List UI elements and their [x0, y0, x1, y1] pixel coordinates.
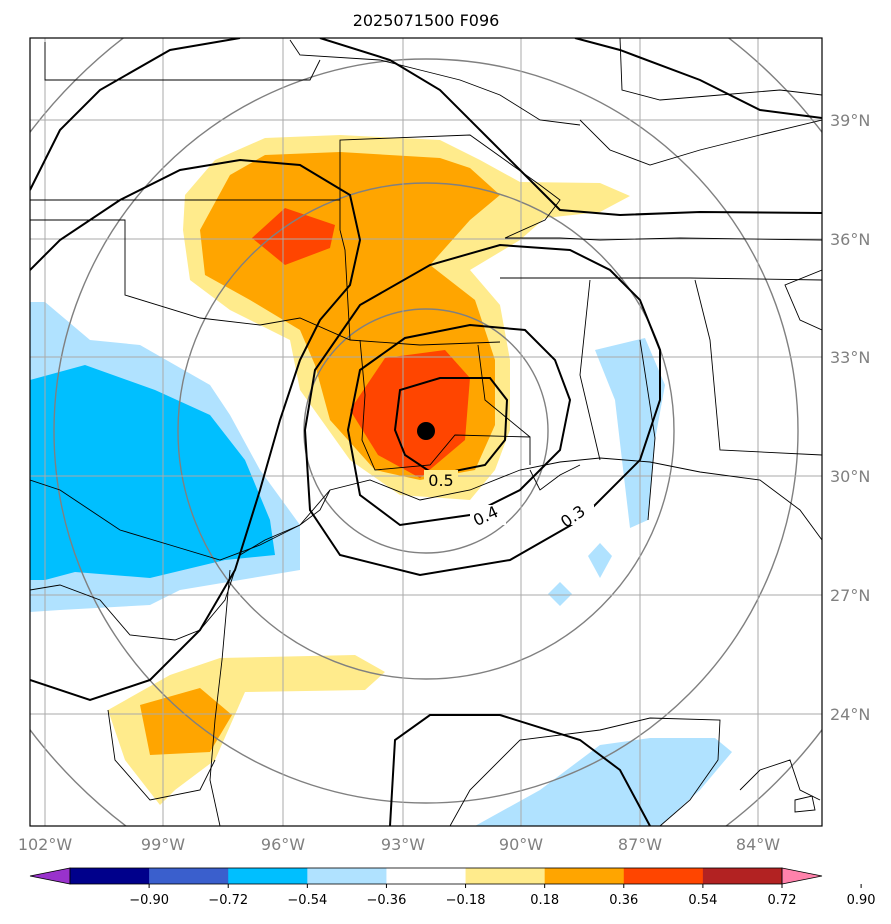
- lat-label: 33°N: [830, 348, 870, 367]
- colorbar-swatch: [386, 868, 467, 884]
- lightblue-small-patch: [548, 582, 572, 606]
- lat-label: 24°N: [830, 705, 870, 724]
- colorbar-tick-label: 0.18: [530, 893, 559, 908]
- colorbar-tick-label: 0.72: [768, 893, 797, 908]
- contour-0.5: [393, 377, 509, 477]
- lon-label: 87°W: [618, 835, 662, 854]
- colorbar-swatch: [307, 868, 387, 884]
- colorbar-tick-label: −0.54: [287, 893, 327, 908]
- lon-label: 96°W: [261, 835, 305, 854]
- storm-center-marker: [417, 422, 435, 440]
- colorbar-swatch: [702, 868, 783, 884]
- lon-label: 99°W: [141, 835, 185, 854]
- colorbar-swatch: [544, 868, 625, 884]
- contour-0.4: [346, 323, 572, 527]
- contour-outer-east: [574, 38, 822, 119]
- lightblue-diamond: [588, 543, 612, 578]
- colorbar-extend-low: [29, 867, 71, 885]
- range-ring-1: [303, 308, 549, 554]
- contour-outer-left: [30, 158, 362, 702]
- blue-region-west: [30, 365, 275, 580]
- lon-label: 102°W: [18, 835, 73, 854]
- lat-label: 30°N: [830, 467, 870, 486]
- contours: [30, 38, 822, 826]
- lightblue-region-east: [595, 338, 665, 528]
- colorbar-tick-label: −0.36: [367, 893, 407, 908]
- colorbar-swatch: [623, 868, 704, 884]
- lat-label: 39°N: [830, 111, 870, 130]
- lightblue-region-gulf: [475, 738, 732, 826]
- colorbar-swatch: [228, 868, 308, 884]
- colorbar-swatch: [70, 868, 150, 884]
- colorbar-tick-label: 0.36: [609, 893, 638, 908]
- colorbar-tick-label: 0.90: [847, 893, 876, 908]
- yellow-region-south: [108, 655, 385, 805]
- lat-label: 27°N: [830, 586, 870, 605]
- lat-label: 36°N: [830, 230, 870, 249]
- colorbar-tick-label: 0.54: [688, 893, 717, 908]
- red-region-center: [350, 350, 470, 478]
- range-ring-3: [53, 58, 799, 804]
- contour-label-0.5: 0.5: [428, 471, 453, 490]
- lon-label: 93°W: [381, 835, 425, 854]
- colorbar-swatch: [465, 868, 546, 884]
- red-region-north: [252, 208, 335, 265]
- contour-outer-north-2: [319, 38, 822, 217]
- lon-label: 84°W: [736, 835, 780, 854]
- colorbar-swatch: [149, 868, 229, 884]
- colorbar-tick-label: −0.72: [208, 893, 248, 908]
- negative-anomaly-fills: [30, 302, 732, 826]
- contour-south: [389, 714, 651, 826]
- colorbar-tick-label: −0.18: [446, 893, 486, 908]
- lat-labels: 39°N 36°N 33°N 30°N 27°N 24°N: [830, 111, 870, 724]
- contour-0.3: [303, 243, 661, 577]
- contour-outer-north: [30, 38, 241, 191]
- colorbar-tick-label: −0.90: [129, 893, 169, 908]
- figure-title: 2025071500 F096: [353, 11, 500, 30]
- lon-label: 90°W: [499, 835, 543, 854]
- lon-labels: 102°W 99°W 96°W 93°W 90°W 87°W 84°W: [18, 835, 780, 854]
- range-ring-2: [177, 182, 675, 680]
- colorbar: −0.90 −0.72 −0.54 −0.36 −0.18 0.18 0.36 0.54 0.7…: [29, 867, 876, 908]
- colorbar-extend-high: [781, 867, 823, 885]
- map-frame: [29, 37, 823, 827]
- colorbar-frame: [69, 867, 783, 885]
